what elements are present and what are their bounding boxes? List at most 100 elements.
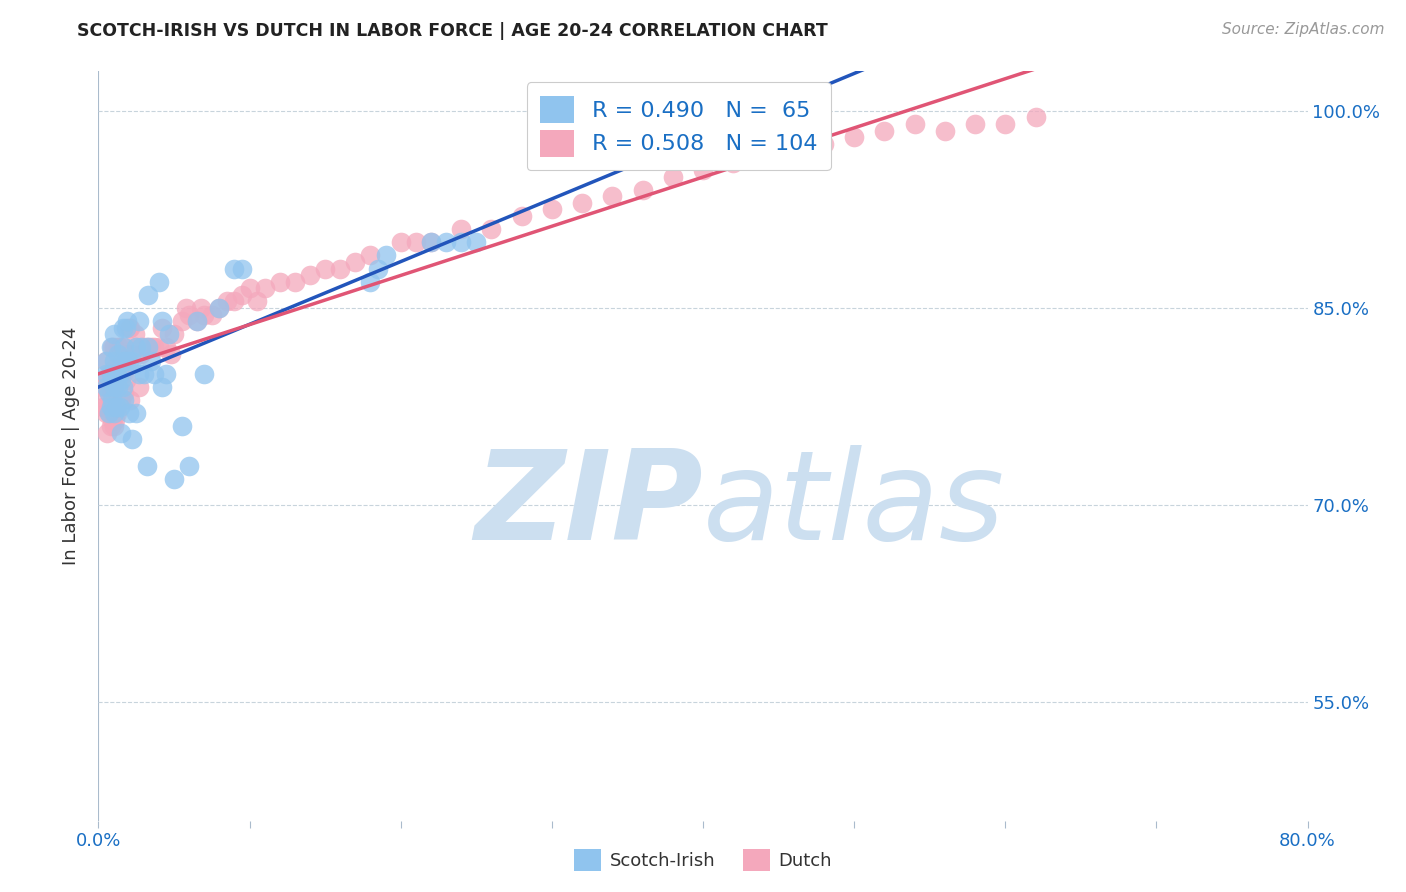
Point (125, 340, 148, 354)
Point (155, 367, 177, 381)
Point (170, 419, 193, 434)
Point (121, 347, 143, 361)
Point (112, 386, 135, 401)
Point (98, 367, 121, 381)
Point (193, 367, 215, 381)
Point (108, 392, 131, 407)
Point (208, 301, 231, 315)
Point (420, 235, 443, 250)
Point (108, 340, 131, 354)
Point (344, 255, 367, 269)
Point (136, 340, 159, 354)
Point (783, 143, 806, 157)
Point (111, 340, 134, 354)
Point (994, 117, 1017, 131)
Point (186, 314, 208, 328)
Point (510, 209, 533, 223)
Point (661, 169, 683, 184)
Point (101, 392, 124, 407)
Point (100, 367, 122, 381)
Point (114, 373, 136, 387)
Point (103, 380, 125, 394)
Point (143, 340, 166, 354)
Point (98, 386, 121, 401)
Point (94, 353, 117, 368)
Point (112, 392, 135, 407)
Point (752, 150, 775, 164)
Point (284, 275, 307, 289)
Point (692, 163, 714, 178)
Point (105, 406, 128, 420)
Point (100, 400, 122, 414)
Point (114, 320, 136, 334)
Point (105, 367, 128, 381)
Point (389, 235, 412, 250)
Point (118, 406, 141, 420)
Point (111, 380, 134, 394)
Point (110, 373, 132, 387)
Point (91, 380, 114, 394)
Point (110, 367, 132, 381)
Point (121, 353, 143, 368)
Point (96, 425, 118, 440)
Point (94, 406, 117, 420)
Point (135, 458, 157, 473)
Point (420, 235, 443, 250)
Point (179, 308, 201, 322)
Point (103, 419, 125, 434)
Point (314, 261, 336, 276)
Point (208, 301, 231, 315)
Point (540, 202, 562, 217)
Point (239, 281, 262, 295)
Point (190, 301, 212, 315)
Point (93, 400, 115, 414)
Point (231, 288, 253, 302)
Point (110, 425, 132, 440)
Point (844, 130, 866, 145)
Point (125, 340, 148, 354)
Point (111, 353, 134, 368)
Point (111, 320, 134, 334)
Point (602, 189, 624, 203)
Point (450, 222, 472, 236)
Point (118, 320, 141, 334)
Point (193, 308, 215, 322)
Point (186, 314, 208, 328)
Point (94, 386, 117, 401)
Point (98, 406, 121, 420)
Point (132, 340, 155, 354)
Point (360, 248, 382, 262)
Point (631, 183, 654, 197)
Point (813, 136, 835, 151)
Point (101, 367, 124, 381)
Point (150, 314, 173, 328)
Point (329, 261, 352, 276)
Point (965, 117, 987, 131)
Point (104, 413, 127, 427)
Text: Source: ZipAtlas.com: Source: ZipAtlas.com (1222, 22, 1385, 37)
Point (135, 340, 157, 354)
Point (129, 347, 152, 361)
Point (934, 123, 956, 137)
Point (904, 117, 927, 131)
Point (132, 367, 155, 381)
Point (253, 281, 276, 295)
Point (450, 235, 472, 250)
Point (124, 327, 146, 342)
Point (100, 392, 122, 407)
Point (101, 367, 124, 381)
Point (101, 413, 124, 427)
Point (136, 288, 159, 302)
Point (179, 458, 201, 473)
Point (148, 275, 170, 289)
Point (405, 235, 427, 250)
Point (723, 156, 745, 170)
Point (481, 222, 503, 236)
Point (100, 367, 122, 381)
Point (103, 340, 125, 354)
Point (103, 327, 125, 342)
Point (873, 123, 896, 137)
Point (107, 340, 129, 354)
Point (163, 472, 186, 486)
Point (118, 353, 141, 368)
